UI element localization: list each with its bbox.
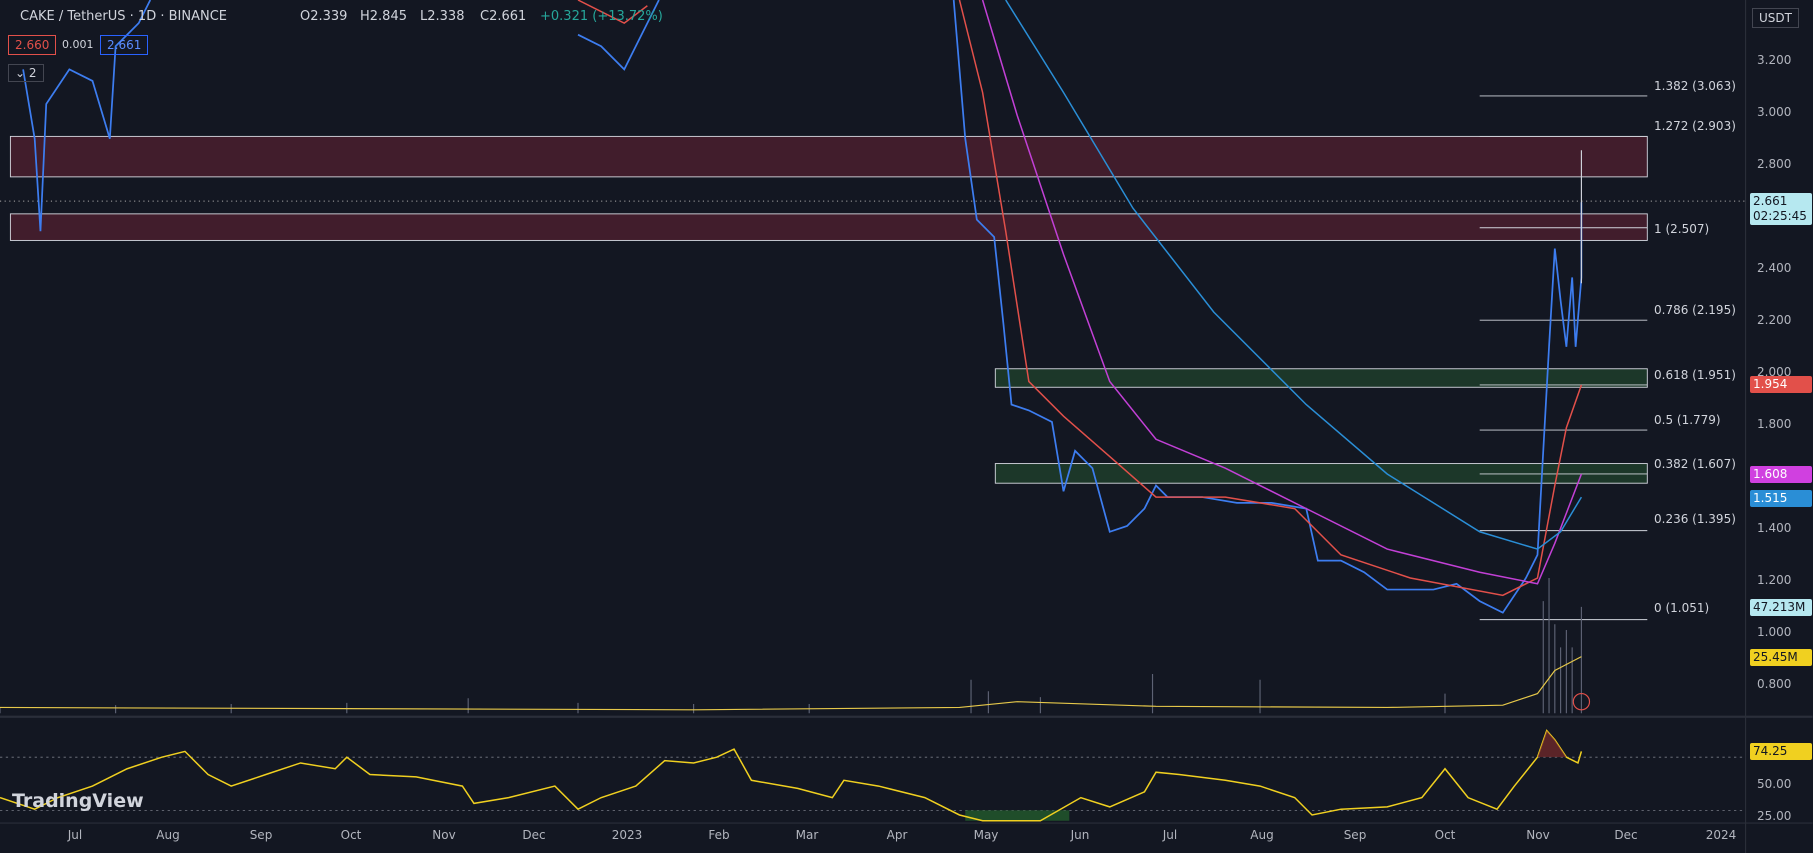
fib-lines [1479,95,1648,621]
ohlc-open: O2.339 [300,9,348,24]
time-label: Mar [795,828,819,842]
fib-label: 1.272 (2.903) [1654,119,1736,133]
buy-price[interactable]: 2.661 [100,35,149,55]
price-label: 2.800 [1757,157,1792,171]
support-zone [994,463,1648,484]
price-label: 0.800 [1757,677,1792,691]
time-label: Dec [522,828,546,842]
rsi-badge: 74.25 [1750,743,1812,760]
ma-red [577,0,648,24]
time-label: Oct [1434,828,1456,842]
fib-label: 0 (1.051) [1654,601,1710,615]
volume-ma-badge: 25.45M [1750,649,1812,666]
last-price: 2.661 [1753,194,1788,208]
time-label: Sep [1343,828,1367,842]
indicator-count: 2 [28,66,37,80]
price-label: 1.000 [1757,625,1792,639]
fib-label: 1.382 (3.063) [1654,79,1736,93]
ohlc-high: H2.845 [360,9,407,24]
time-label: May [973,828,999,842]
price-line [952,0,1583,614]
indicators-toggle[interactable]: ⌄ 2 [8,64,44,82]
volume-ma [0,656,1582,711]
time-label: Jun [1070,828,1090,842]
ohlc-low: L2.338 [420,9,465,24]
time-label: Apr [886,828,908,842]
price-label: 1.200 [1757,573,1792,587]
price-label: 3.200 [1757,53,1792,67]
fib-label: 0.618 (1.951) [1654,368,1736,382]
time-label: Jul [1162,828,1178,842]
fib-label: 0.236 (1.395) [1654,512,1736,526]
time-label: Aug [156,828,180,842]
fib-label: 0.786 (2.195) [1654,303,1736,317]
price-label: 3.000 [1757,105,1792,119]
price-label: 1.800 [1757,417,1792,431]
rsi-line [0,729,1583,822]
ma-red-badge: 1.954 [1750,376,1812,393]
rsi-oversold-fill [965,810,1070,821]
fib-label: 0.5 (1.779) [1654,413,1721,427]
volume-badge: 47.213M [1750,599,1812,616]
ma-magenta [981,0,1583,585]
time-label: 2024 [1705,828,1737,842]
ohlc-close: C2.661 [480,9,527,24]
time-label: 2023 [611,828,643,842]
price-label: 2.200 [1757,313,1792,327]
price-line [577,0,660,71]
time-label: Jul [67,828,83,842]
sell-price[interactable]: 2.660 [8,35,57,55]
ma-magenta-badge: 1.608 [1750,466,1812,483]
time-label: Dec [1614,828,1638,842]
ma-blue [1005,0,1583,550]
time-label: Nov [432,828,456,842]
rsi-axis-label: 50.00 [1757,777,1792,791]
time-label: Oct [340,828,362,842]
ma-red [958,0,1583,597]
resistance-zone [9,213,1648,241]
time-label: Feb [708,828,730,842]
last-price-badge: 2.661 02:25:45 [1750,193,1812,225]
price-line [22,0,152,232]
countdown: 02:25:45 [1753,209,1807,223]
volume-bars [0,578,1582,714]
rsi-overbought-fill [1537,730,1567,758]
time-label: Aug [1250,828,1274,842]
price-label: 2.400 [1757,261,1792,275]
currency-select[interactable]: USDT [1752,8,1799,28]
price-label: 2.000 [1757,365,1792,379]
alert-icon[interactable] [1572,693,1591,711]
resistance-zone [9,135,1648,178]
spread: 0.001 [62,38,94,51]
time-label: Sep [249,828,273,842]
ohlc-change: +0.321 (+13.72%) [540,9,663,24]
fib-label: 0.382 (1.607) [1654,457,1736,471]
fib-label: 1 (2.507) [1654,222,1710,236]
support-zone [994,368,1648,388]
price-label: 1.400 [1757,521,1792,535]
ma-blue-badge: 1.515 [1750,490,1812,507]
symbol[interactable]: CAKE / TetherUS · 1D · BINANCE [20,9,227,24]
logo: TradingView [12,790,144,812]
time-label: Nov [1526,828,1550,842]
rsi-axis-label: 25.00 [1757,809,1792,823]
